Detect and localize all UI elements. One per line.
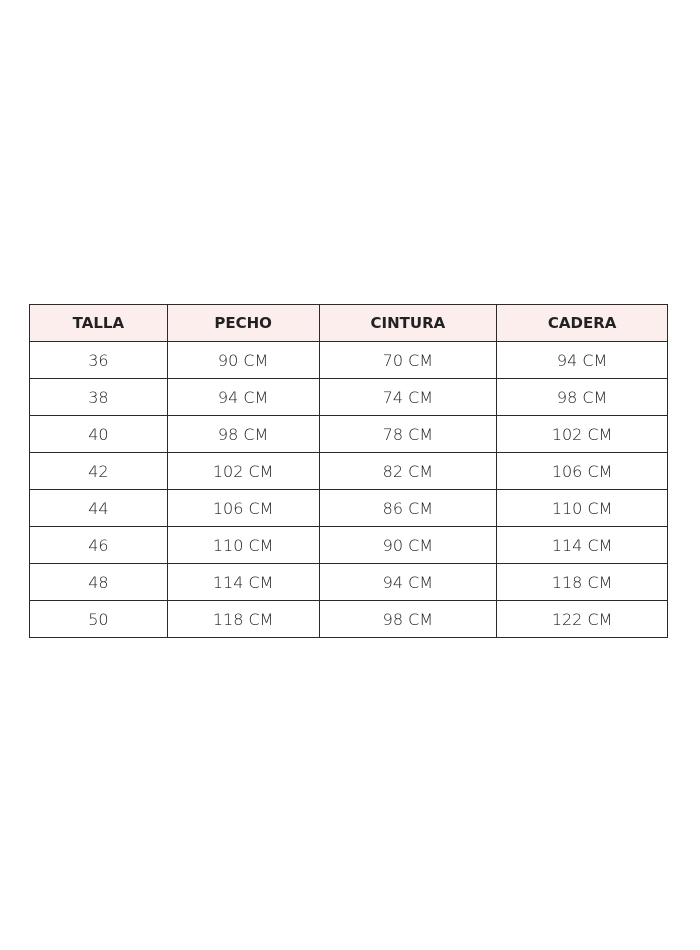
- cell-talla: 46: [29, 526, 168, 564]
- cell-cintura: 98 CM: [318, 600, 498, 638]
- cell-cadera: 94 CM: [496, 341, 668, 379]
- cell-talla: 38: [29, 378, 168, 416]
- cell-pecho: 102 CM: [166, 452, 320, 490]
- cell-pecho: 118 CM: [166, 600, 320, 638]
- cell-cadera: 102 CM: [496, 415, 668, 453]
- cell-talla: 48: [29, 563, 168, 601]
- cell-cadera: 122 CM: [496, 600, 668, 638]
- header-row: TALLA PECHO CINTURA CADERA: [29, 304, 668, 342]
- cell-cintura: 86 CM: [318, 489, 498, 527]
- cell-talla: 44: [29, 489, 168, 527]
- cell-cintura: 78 CM: [318, 415, 498, 453]
- cell-cadera: 110 CM: [496, 489, 668, 527]
- header-cadera: CADERA: [496, 304, 668, 342]
- header-pecho: PECHO: [166, 304, 320, 342]
- size-chart-table: TALLA PECHO CINTURA CADERA 36 90 CM 70 CM 9…: [29, 304, 668, 638]
- table-row: 48 114 CM 94 CM 118 CM: [29, 563, 668, 601]
- table-row: 44 106 CM 86 CM 110 CM: [29, 489, 668, 527]
- cell-talla: 40: [29, 415, 168, 453]
- cell-pecho: 106 CM: [166, 489, 320, 527]
- cell-talla: 50: [29, 600, 168, 638]
- table-row: 40 98 CM 78 CM 102 CM: [29, 415, 668, 453]
- cell-talla: 42: [29, 452, 168, 490]
- cell-cadera: 98 CM: [496, 378, 668, 416]
- cell-pecho: 94 CM: [166, 378, 320, 416]
- cell-cintura: 74 CM: [318, 378, 498, 416]
- cell-pecho: 114 CM: [166, 563, 320, 601]
- table-row: 38 94 CM 74 CM 98 CM: [29, 378, 668, 416]
- table-row: 46 110 CM 90 CM 114 CM: [29, 526, 668, 564]
- cell-cintura: 82 CM: [318, 452, 498, 490]
- table-row: 50 118 CM 98 CM 122 CM: [29, 600, 668, 638]
- header-talla: TALLA: [29, 304, 168, 342]
- cell-cintura: 94 CM: [318, 563, 498, 601]
- cell-cadera: 106 CM: [496, 452, 668, 490]
- cell-cintura: 90 CM: [318, 526, 498, 564]
- header-cintura: CINTURA: [318, 304, 498, 342]
- cell-talla: 36: [29, 341, 168, 379]
- cell-cadera: 118 CM: [496, 563, 668, 601]
- cell-cadera: 114 CM: [496, 526, 668, 564]
- cell-cintura: 70 CM: [318, 341, 498, 379]
- cell-pecho: 90 CM: [166, 341, 320, 379]
- cell-pecho: 110 CM: [166, 526, 320, 564]
- table-row: 36 90 CM 70 CM 94 CM: [29, 341, 668, 379]
- table-row: 42 102 CM 82 CM 106 CM: [29, 452, 668, 490]
- cell-pecho: 98 CM: [166, 415, 320, 453]
